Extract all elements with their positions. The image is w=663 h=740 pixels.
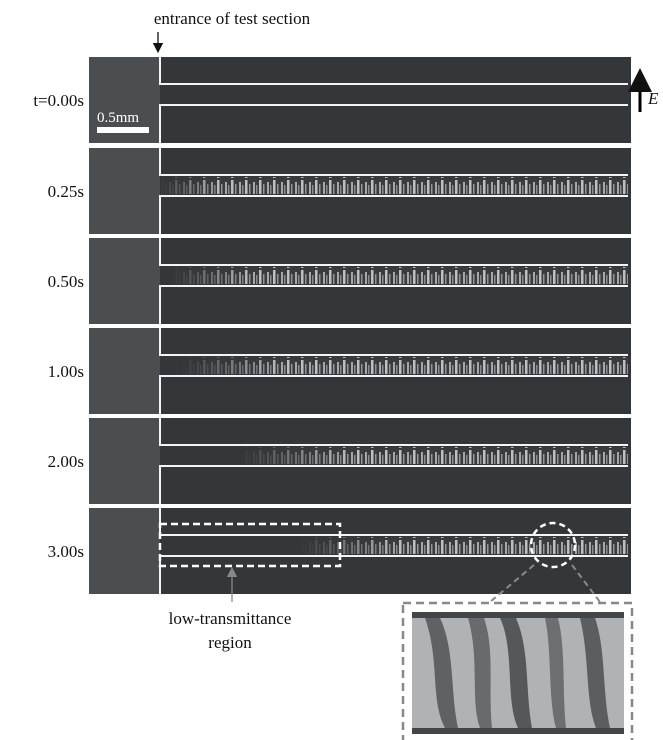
streak-fade bbox=[160, 176, 220, 195]
streak-fade bbox=[300, 536, 400, 555]
inlet-region bbox=[89, 328, 160, 414]
field-label: E bbox=[647, 89, 659, 108]
streaks bbox=[160, 177, 628, 194]
region-label: low-transmittance bbox=[169, 609, 292, 628]
streak-fade bbox=[172, 266, 252, 285]
scale-bar bbox=[97, 127, 149, 133]
inlet-region bbox=[89, 148, 160, 234]
scale-bar-label: 0.5mm bbox=[97, 110, 139, 126]
time-label: 3.00s bbox=[48, 542, 84, 561]
inlet-region bbox=[89, 508, 160, 594]
time-label: 1.00s bbox=[48, 362, 84, 381]
inlet-region bbox=[89, 238, 160, 324]
region-label: region bbox=[208, 633, 252, 652]
panels: t=0.00s 0.25s 0.50s 1.00s 2.00s 3.00s bbox=[33, 57, 631, 594]
panel-image bbox=[89, 57, 631, 143]
entrance-annotation: entrance of test section bbox=[154, 9, 311, 28]
streak-fade bbox=[182, 356, 282, 375]
zoom-inset bbox=[403, 603, 632, 740]
time-label: t=0.00s bbox=[33, 91, 84, 110]
time-label: 0.25s bbox=[48, 182, 84, 201]
time-label: 0.50s bbox=[48, 272, 84, 291]
time-label: 2.00s bbox=[48, 452, 84, 471]
streak-fade bbox=[240, 446, 350, 465]
figure: entrance of test section t=0.00s 0.25s 0.5… bbox=[0, 0, 663, 740]
inlet-region bbox=[89, 418, 160, 504]
